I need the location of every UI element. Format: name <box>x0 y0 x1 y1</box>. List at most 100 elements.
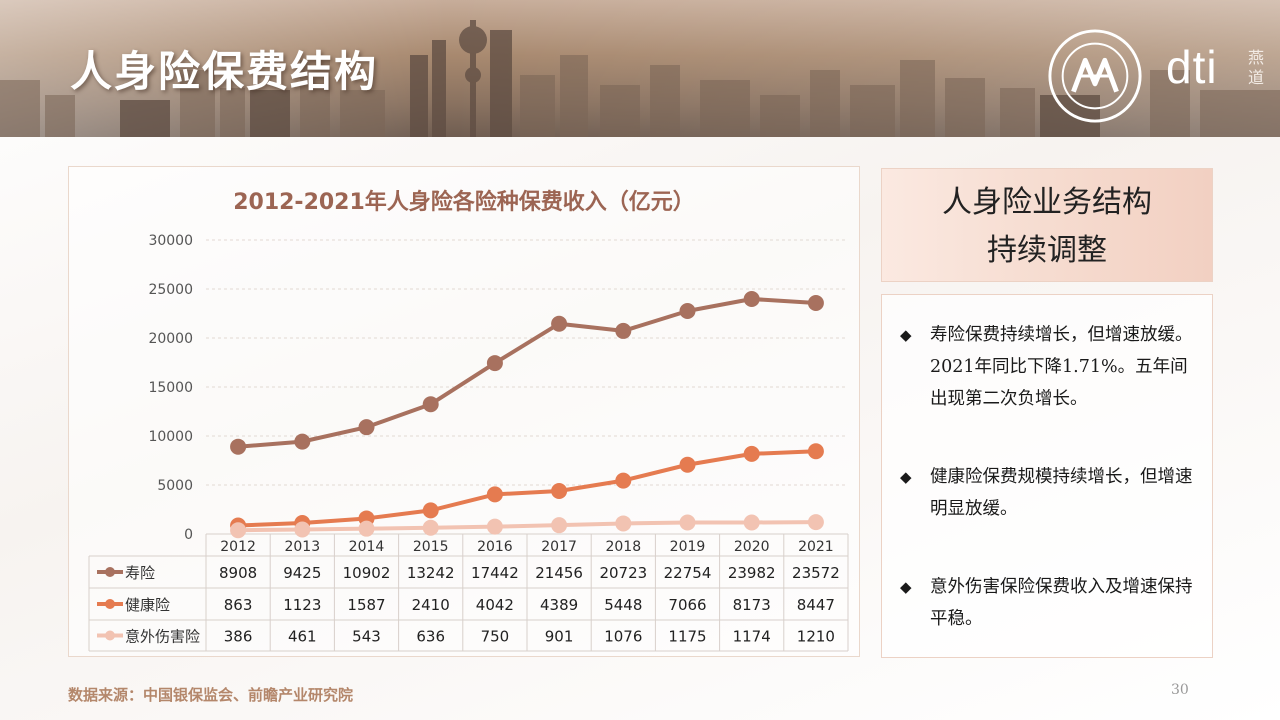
data-table-cell: 23572 <box>792 564 840 582</box>
bullet-text: 健康险保费规模持续增长，但增速明显放缓。 <box>930 467 1193 519</box>
data-table-cell: 5448 <box>604 596 642 614</box>
data-table-cell: 1175 <box>668 628 706 646</box>
data-point <box>615 515 632 532</box>
data-point <box>615 322 632 339</box>
data-table-cell: 22754 <box>664 564 712 582</box>
dti-logo-subtitle: 燕道 <box>1248 48 1265 87</box>
x-tick-label: 2018 <box>605 539 641 555</box>
data-point <box>486 518 503 535</box>
diamond-bullet-icon: ◆ <box>900 326 912 344</box>
data-point <box>294 433 311 450</box>
data-table-cell: 2410 <box>412 596 450 614</box>
x-tick-label: 2017 <box>541 539 577 555</box>
legend-point-marker <box>105 630 115 641</box>
y-tick-label: 5000 <box>157 478 193 494</box>
data-table-cell: 750 <box>481 628 510 646</box>
data-table-cell: 1076 <box>604 628 642 646</box>
data-table-cell: 863 <box>224 596 253 614</box>
bullet-text: 寿险保费持续增长，但增速放缓。2021年同比下降1.71%。五年间出现第二次负增… <box>930 325 1193 409</box>
chart-title: 2012-2021年人身险各险种保费收入（亿元） <box>233 189 695 215</box>
data-point <box>230 522 247 539</box>
dti-logo: dti <box>1166 41 1218 93</box>
y-tick-label: 15000 <box>148 380 193 396</box>
y-tick-label: 30000 <box>148 233 193 249</box>
page-title: 人身险保费结构 <box>70 47 379 96</box>
data-point <box>551 315 568 332</box>
data-table-cell: 23982 <box>728 564 776 582</box>
data-point <box>294 521 311 538</box>
bullet-text: 意外伤害保险保费收入及增速保持平稳。 <box>930 577 1193 629</box>
legend-label: 寿险 <box>125 564 155 582</box>
data-point <box>551 517 568 534</box>
data-source-note: 数据来源：中国银保监会、前瞻产业研究院 <box>68 686 354 704</box>
series-line <box>238 520 816 533</box>
data-table-cell: 9425 <box>283 564 321 582</box>
premium-line-chart: 2012-2021年人身险各险种保费收入（亿元） 0 5000 10000 15000 2… <box>88 189 849 652</box>
data-point <box>743 445 760 462</box>
legend-label: 健康险 <box>125 596 170 614</box>
bullet-item-health: ◆ 健康险保费规模持续增长，但增速明显放缓。 <box>900 461 1200 525</box>
header-banner: 人身险保费结构 dti 燕道 <box>0 0 1280 137</box>
data-table-cell: 1587 <box>347 596 385 614</box>
data-table-cell: 8173 <box>733 596 771 614</box>
y-tick-label: 0 <box>184 527 193 543</box>
data-table-cell: 7066 <box>668 596 706 614</box>
data-point <box>422 396 439 413</box>
data-point <box>230 438 247 455</box>
data-table-cell: 386 <box>224 628 253 646</box>
data-table-cell: 543 <box>352 628 381 646</box>
data-table-cell: 8908 <box>219 564 257 582</box>
page-number: 30 <box>1171 682 1189 698</box>
data-point <box>743 514 760 531</box>
data-table-cell: 10902 <box>343 564 391 582</box>
data-point <box>615 472 632 489</box>
data-point <box>551 482 568 499</box>
x-tick-label: 2020 <box>734 539 770 555</box>
data-point <box>358 419 375 436</box>
legend-point-marker <box>105 599 115 609</box>
summary-bullets-box: ◆ 寿险保费持续增长，但增速放缓。2021年同比下降1.71%。五年间出现第二次… <box>881 294 1213 658</box>
diamond-bullet-icon: ◆ <box>900 468 912 486</box>
chart-panel: 2012-2021年人身险各险种保费收入（亿元） 0 5000 10000 15000 2… <box>68 166 860 657</box>
legend-label: 意外伤害险 <box>125 628 200 646</box>
data-point <box>743 290 760 307</box>
x-tick-label: 2019 <box>670 539 706 555</box>
diamond-bullet-icon: ◆ <box>900 578 912 596</box>
data-table-cell: 461 <box>288 628 317 646</box>
series-line <box>237 296 817 449</box>
bullet-item-accident: ◆ 意外伤害保险保费收入及增速保持平稳。 <box>900 571 1200 635</box>
data-point <box>679 303 696 320</box>
data-point <box>807 294 824 311</box>
x-tick-label: 2012 <box>220 539 256 555</box>
x-tick-label: 2015 <box>413 539 449 555</box>
summary-title-box: 人身险业务结构 持续调整 <box>881 168 1213 282</box>
legend-point-marker <box>105 567 115 577</box>
city-skyline-image <box>0 20 1280 137</box>
data-table-cell: 1174 <box>733 628 771 646</box>
x-tick-label: 2013 <box>284 539 320 555</box>
x-tick-label: 2021 <box>798 539 834 555</box>
data-point <box>422 519 439 536</box>
data-point <box>486 486 503 503</box>
summary-title-line2: 持续调整 <box>987 233 1107 268</box>
data-table-cell: 8447 <box>797 596 835 614</box>
data-point <box>358 520 375 537</box>
data-table-cell: 636 <box>416 628 445 646</box>
data-point <box>422 502 439 519</box>
data-table-cell: 4042 <box>476 596 514 614</box>
summary-title-line1: 人身险业务结构 <box>942 185 1152 220</box>
y-tick-label: 10000 <box>148 429 193 445</box>
data-table-cell: 4389 <box>540 596 578 614</box>
bullet-item-life: ◆ 寿险保费持续增长，但增速放缓。2021年同比下降1.71%。五年间出现第二次… <box>900 319 1200 415</box>
data-table-cell: 21456 <box>535 564 583 582</box>
data-point <box>807 514 824 531</box>
data-point <box>679 456 696 473</box>
y-tick-label: 25000 <box>148 282 193 298</box>
series-line <box>238 449 816 528</box>
data-table-cell: 17442 <box>471 564 519 582</box>
x-tick-label: 2014 <box>349 539 385 555</box>
data-point <box>807 443 824 460</box>
x-tick-label: 2016 <box>477 539 513 555</box>
data-table-cell: 1123 <box>283 596 321 614</box>
data-point <box>679 514 696 531</box>
